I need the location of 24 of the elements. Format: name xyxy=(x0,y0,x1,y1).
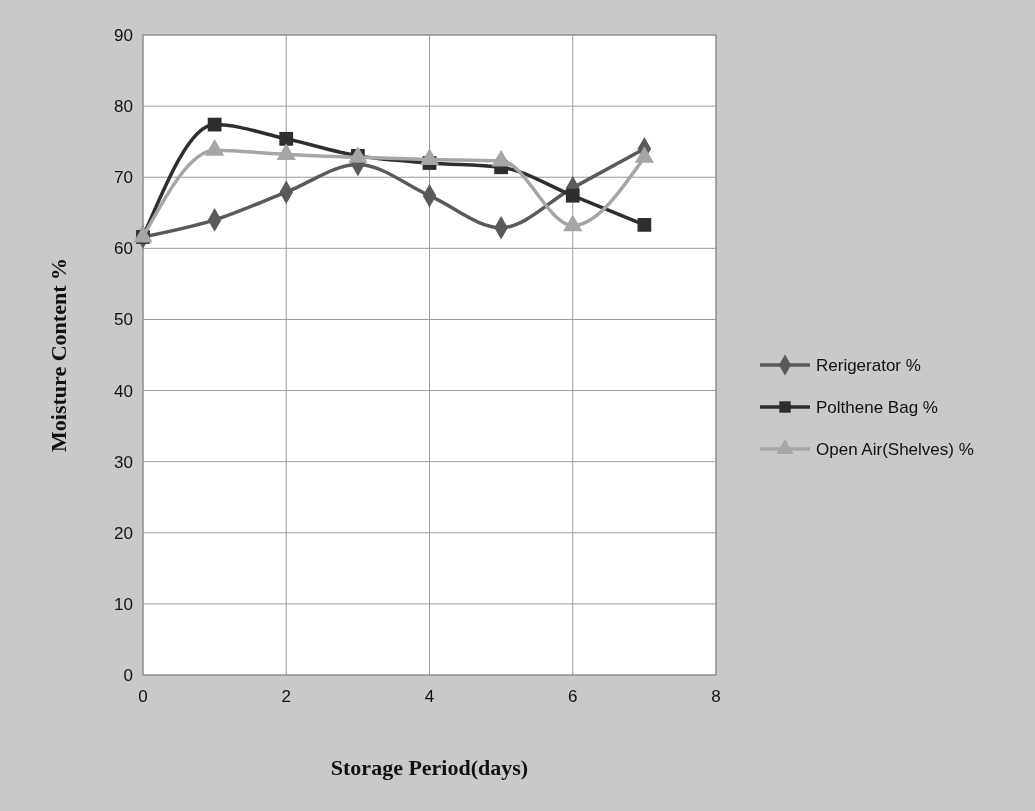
y-tick-label: 60 xyxy=(114,239,133,259)
legend-label: Polthene Bag % xyxy=(816,397,938,417)
y-tick-label: 40 xyxy=(114,381,133,401)
point xyxy=(637,217,652,232)
x-tick-label: 8 xyxy=(711,687,721,706)
point xyxy=(207,117,222,132)
x-tick-label: 2 xyxy=(281,687,291,706)
y-tick-label: 80 xyxy=(114,97,133,117)
y-tick-label: 30 xyxy=(114,452,133,472)
y-tick-label: 20 xyxy=(114,523,133,543)
legend-label: Open Air(Shelves) % xyxy=(816,439,974,459)
y-tick-label: 50 xyxy=(114,310,133,330)
x-tick-label: 4 xyxy=(424,687,435,706)
y-tick-label: 10 xyxy=(114,594,133,614)
x-tick-label: 0 xyxy=(138,687,148,706)
x-tick-label: 6 xyxy=(568,687,578,706)
point xyxy=(565,188,580,203)
y-tick-label: 90 xyxy=(114,25,133,45)
legend-label: Rerigerator % xyxy=(816,355,921,375)
point xyxy=(279,131,294,146)
y-tick-label: 70 xyxy=(114,168,133,188)
x-axis-title: Storage Period(days) xyxy=(330,755,529,780)
y-tick-label: 0 xyxy=(123,665,133,685)
y-axis-title: Moisture Content % xyxy=(46,258,71,452)
